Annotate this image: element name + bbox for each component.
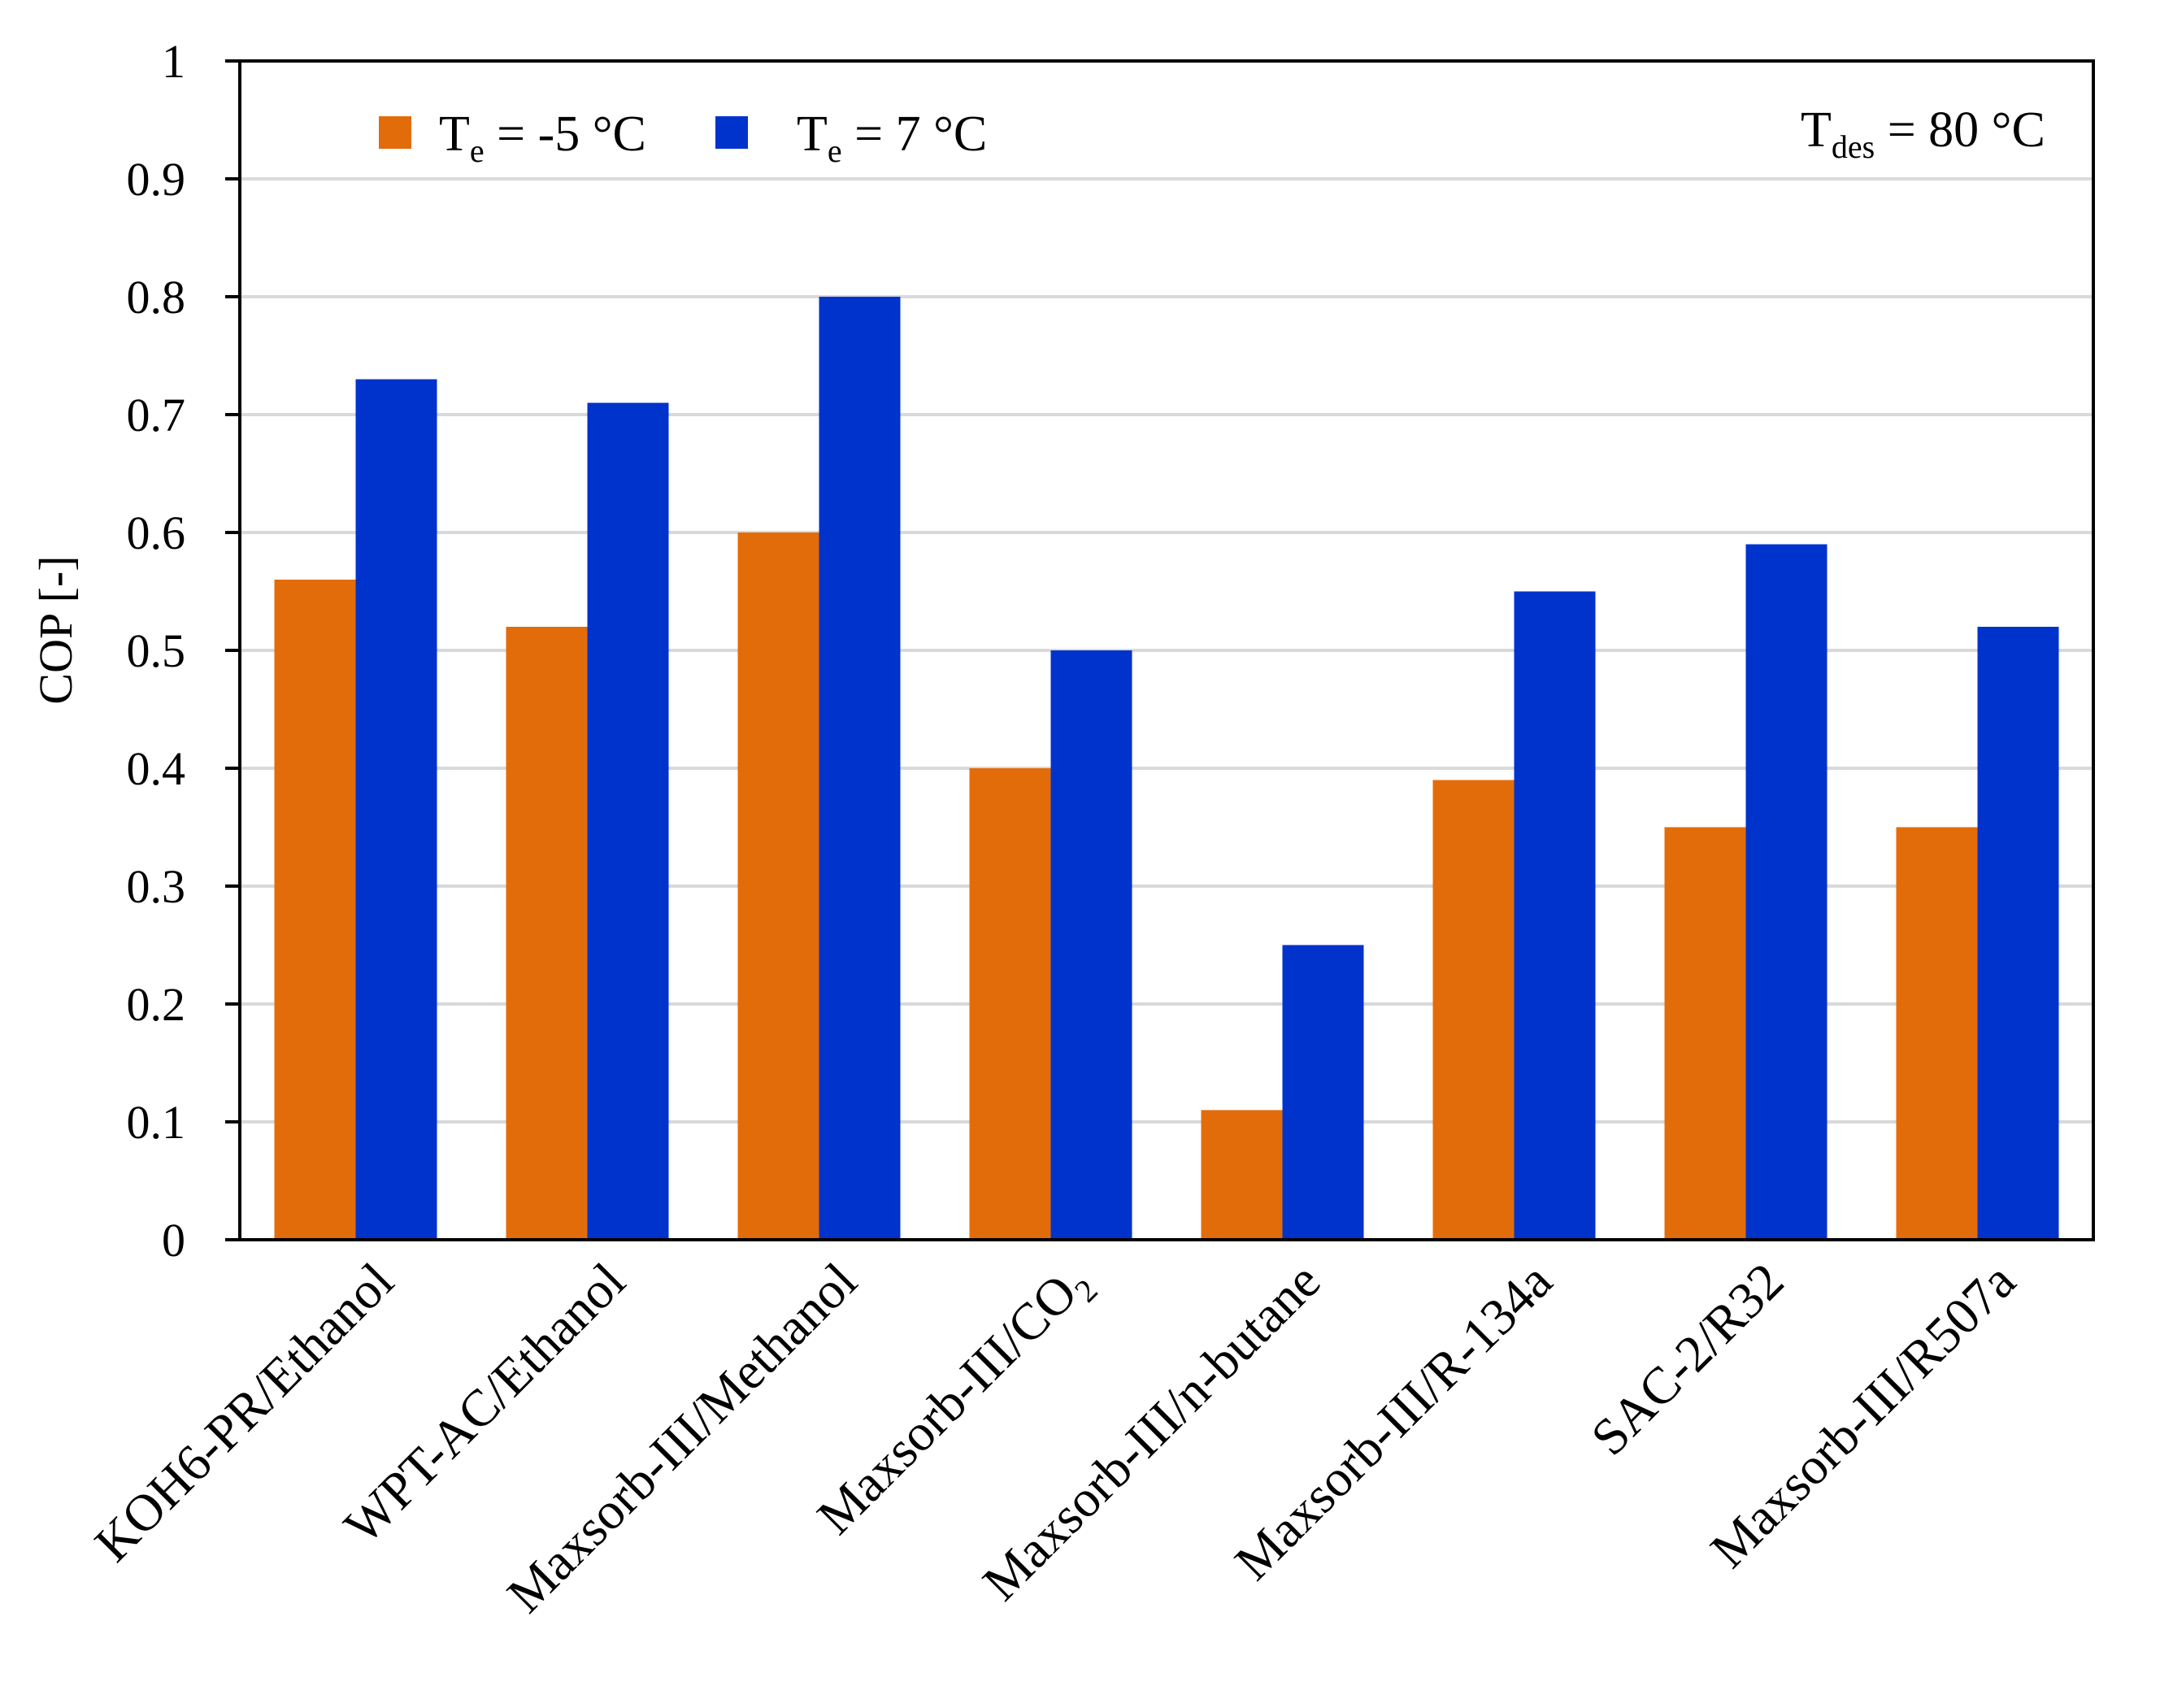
x-category-labels: KOH6-PR/EthanolWPT-AC/EthanolMaxsorb-III… bbox=[84, 1252, 2027, 1623]
desorption-temperature-annotation: Tdes = 80 °C bbox=[1801, 102, 2045, 165]
bar-series-2-cat-3 bbox=[819, 297, 901, 1240]
y-tick-label: 0.8 bbox=[127, 271, 186, 324]
bar-series-1-cat-7 bbox=[1664, 827, 1746, 1240]
bar-series-1-cat-8 bbox=[1896, 827, 1978, 1240]
bar-series-2-cat-2 bbox=[587, 402, 669, 1240]
bar-series-2-cat-8 bbox=[1977, 627, 2059, 1240]
bar-series-2-cat-1 bbox=[355, 379, 437, 1240]
y-tick-label: 0.1 bbox=[127, 1096, 186, 1149]
y-tick-label: 0 bbox=[162, 1214, 185, 1267]
plot-frame bbox=[238, 59, 2095, 1241]
y-tick-label: 0.4 bbox=[127, 742, 186, 795]
axes bbox=[225, 59, 2095, 1241]
y-tick-label: 0.2 bbox=[127, 978, 186, 1031]
bar-series-2-cat-5 bbox=[1282, 945, 1364, 1240]
bar-series-1-cat-6 bbox=[1432, 780, 1515, 1240]
bar-series-1-cat-2 bbox=[506, 627, 588, 1240]
y-tick-label: 1 bbox=[162, 35, 185, 88]
legend-label-series-1: Te = -5 °C bbox=[439, 106, 646, 169]
legend-label-series-2: Te = 7 °C bbox=[797, 106, 987, 169]
bar-series-1-cat-3 bbox=[737, 532, 819, 1240]
bar-series-2-cat-7 bbox=[1745, 544, 1828, 1240]
legend-swatch-series-1 bbox=[379, 116, 411, 149]
bar-series-1-cat-4 bbox=[969, 768, 1051, 1240]
bar-series-2-cat-6 bbox=[1514, 591, 1596, 1240]
bar-series-1-cat-5 bbox=[1201, 1110, 1283, 1240]
y-tick-label: 0.5 bbox=[127, 624, 186, 677]
y-tick-label: 0.3 bbox=[127, 860, 186, 913]
bar-series-1-cat-1 bbox=[274, 580, 356, 1240]
y-tick-label: 0.6 bbox=[127, 506, 186, 559]
y-tick-label: 0.9 bbox=[127, 153, 186, 206]
y-axis-title: COP [-] bbox=[29, 555, 82, 704]
legend-swatch-series-2 bbox=[715, 116, 748, 149]
bar-series-2-cat-4 bbox=[1050, 650, 1132, 1240]
bars bbox=[274, 297, 2059, 1240]
legend: Te = -5 °C Te = 7 °C bbox=[379, 106, 987, 169]
y-tick-label: 0.7 bbox=[127, 389, 186, 441]
x-category-label: SAC-2/R32 bbox=[1580, 1252, 1794, 1467]
y-tick-labels: 0 0.1 0.2 0.3 0.4 0.5 0.6 0.7 0.8 0.9 1 bbox=[127, 35, 186, 1267]
